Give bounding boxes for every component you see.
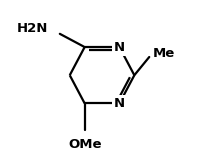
Text: Me: Me: [153, 47, 175, 60]
Text: H2N: H2N: [17, 22, 48, 35]
Text: N: N: [114, 97, 125, 110]
Text: OMe: OMe: [68, 138, 101, 151]
Text: N: N: [114, 41, 125, 54]
